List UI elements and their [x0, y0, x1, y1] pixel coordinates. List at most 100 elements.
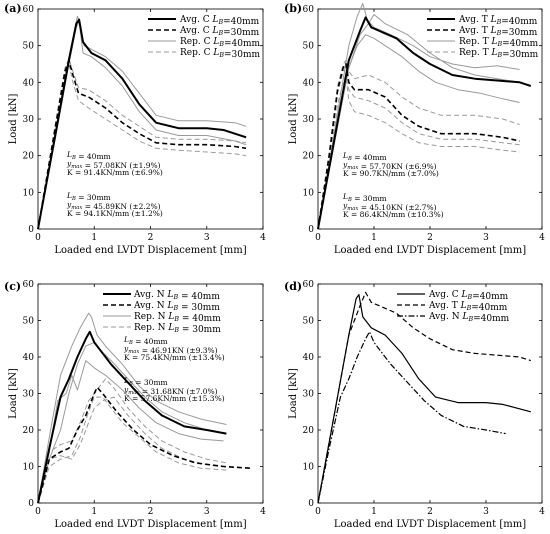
- annotation-text: K = 94.1KN/mm (±1.2%): [67, 209, 163, 218]
- y-tick-label: 60: [303, 5, 315, 15]
- series-line-dashed-bold: [37, 386, 252, 504]
- y-tick-label: 30: [23, 390, 35, 400]
- panel-label: (d): [284, 280, 302, 293]
- y-tick-label: 40: [23, 353, 35, 363]
- series-line-dashed-gray: [37, 378, 227, 504]
- series-line-dashed-gray: [37, 396, 227, 504]
- legend-label: Avg. T LB=30mm: [458, 26, 538, 38]
- y-axis-label: Load [kN]: [8, 94, 19, 145]
- series-line-dashed-gray: [37, 58, 247, 230]
- y-tick-label: 20: [23, 152, 35, 162]
- y-tick-label: 10: [23, 188, 35, 198]
- series-line-solid-gray: [37, 341, 224, 504]
- y-tick-label: 10: [303, 463, 315, 473]
- series-line-dashdot: [317, 331, 506, 504]
- annotation-text: ymax = 31.68KN (±7.0%): [123, 385, 218, 396]
- legend-label: Rep. T LB=40mm: [459, 37, 539, 49]
- annotation-text: LB = 40mm: [123, 335, 168, 346]
- legend-label: Avg. T LB=40mm: [458, 15, 538, 27]
- series-line-dashed-gray: [317, 74, 520, 230]
- series-line-dashed: [317, 291, 531, 504]
- legend-label: Rep. C LB=40mm: [180, 37, 260, 49]
- x-tick-label: 2: [427, 233, 433, 243]
- annotation-text: LB = 30mm: [342, 192, 387, 203]
- annotation-text: ymax = 57.70KN (±6.9%): [342, 160, 437, 171]
- y-tick-label: 60: [303, 280, 315, 290]
- y-tick-label: 0: [308, 499, 314, 509]
- y-tick-label: 40: [303, 78, 315, 88]
- legend-label: Avg. T LB=40mm: [428, 301, 508, 313]
- x-tick-label: 1: [371, 233, 377, 243]
- y-axis-label: Load [kN]: [8, 368, 19, 419]
- annotation-text: ymax = 45.10KN (±2.7%): [342, 201, 437, 212]
- x-tick-label: 0: [315, 233, 321, 243]
- series-line-solid-gray: [317, 3, 520, 230]
- series-line-dashed-gray: [317, 67, 520, 230]
- panel-label: (c): [4, 280, 21, 293]
- y-axis-label: Load [kN]: [288, 94, 299, 145]
- x-tick-label: 4: [260, 507, 266, 517]
- annotation-text: ymax = 57.08KN (±1.9%): [66, 159, 161, 170]
- legend-label: Avg. C LB=40mm: [428, 290, 509, 302]
- x-tick-label: 1: [371, 507, 377, 517]
- series-line-dashed-bold: [37, 59, 247, 230]
- x-tick-label: 0: [315, 507, 321, 517]
- x-axis-label: Loaded end LVDT Displacement [mm]: [334, 519, 526, 530]
- y-tick-label: 30: [303, 115, 315, 125]
- legend-label: Avg. C LB=40mm: [179, 15, 260, 27]
- x-tick-label: 3: [204, 507, 210, 517]
- series-line-solid-bold: [37, 330, 227, 504]
- annotation-text: K = 90.7KN/mm (±7.0%): [343, 169, 439, 178]
- y-tick-label: 60: [23, 5, 35, 15]
- x-tick-label: 1: [91, 233, 97, 243]
- legend-label: Avg. N LB = 30mm: [133, 301, 220, 313]
- y-tick-label: 0: [28, 225, 34, 235]
- y-tick-label: 10: [23, 463, 35, 473]
- x-tick-label: 2: [148, 507, 154, 517]
- x-tick-label: 4: [260, 233, 266, 243]
- series-line-solid-bold: [317, 16, 532, 230]
- legend-label: Rep. C LB=30mm: [180, 48, 260, 60]
- y-tick-label: 30: [303, 390, 315, 400]
- annotation-text: K = 75.4KN/mm (±13.4%): [124, 353, 225, 362]
- y-tick-label: 30: [23, 115, 35, 125]
- x-tick-label: 0: [35, 507, 41, 517]
- annotation-text: ymax = 45.89KN (±2.2%): [66, 200, 161, 211]
- annotation-text: K = 91.4KN/mm (±6.9%): [67, 168, 163, 177]
- y-tick-label: 40: [303, 353, 315, 363]
- x-tick-label: 2: [148, 233, 154, 243]
- x-tick-label: 3: [204, 233, 210, 243]
- y-tick-label: 20: [23, 426, 35, 436]
- legend-label: Rep. N LB = 30mm: [134, 323, 221, 335]
- annotation-text: LB = 30mm: [66, 191, 111, 202]
- series-line-solid-gray: [317, 34, 520, 230]
- legend-label: Rep. T LB=30mm: [459, 48, 539, 60]
- x-tick-label: 4: [539, 233, 545, 243]
- y-tick-label: 50: [23, 42, 35, 52]
- y-tick-label: 60: [23, 280, 35, 290]
- series-line-dashed-gray: [37, 396, 227, 504]
- y-tick-label: 40: [23, 78, 35, 88]
- series-line-solid-gray: [37, 312, 227, 504]
- series-line-solid: [317, 294, 531, 504]
- panel-label: (a): [4, 2, 22, 15]
- x-axis-label: Loaded end LVDT Displacement [mm]: [54, 245, 246, 256]
- annotation-text: ymax = 46.91KN (±9.3%): [123, 344, 218, 355]
- x-tick-label: 3: [483, 507, 489, 517]
- y-tick-label: 10: [303, 188, 315, 198]
- x-tick-label: 3: [483, 233, 489, 243]
- x-tick-label: 1: [91, 507, 97, 517]
- x-axis-label: Loaded end LVDT Displacement [mm]: [54, 519, 246, 530]
